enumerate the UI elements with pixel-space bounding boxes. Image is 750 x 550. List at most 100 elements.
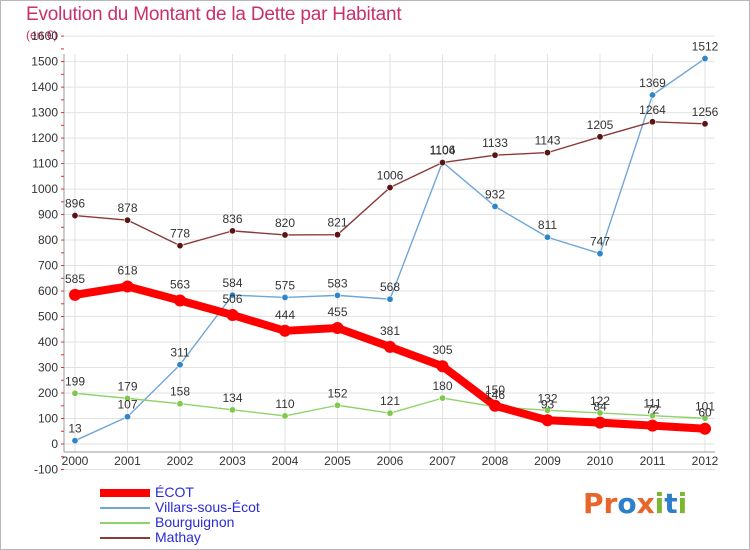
x-tick-label: 2000 bbox=[62, 454, 89, 468]
logo-letter: P bbox=[583, 487, 604, 520]
y-tick-label: 1300 bbox=[31, 106, 58, 120]
data-point-villars bbox=[71, 437, 79, 445]
logo-letter: i bbox=[654, 487, 665, 520]
data-label-mathay: 820 bbox=[275, 216, 295, 230]
y-tick-label: -100 bbox=[34, 462, 58, 476]
data-label-mathay: 1205 bbox=[587, 118, 614, 132]
data-point-ecot bbox=[384, 340, 396, 353]
x-tick-label: 2010 bbox=[587, 454, 614, 468]
data-label-bourguignon: 110 bbox=[275, 397, 294, 411]
data-label-ecot: 84 bbox=[593, 400, 607, 414]
data-point-ecot bbox=[121, 280, 134, 293]
data-point-villars bbox=[124, 413, 132, 421]
data-point-mathay bbox=[648, 118, 656, 126]
data-label-ecot: 93 bbox=[541, 397, 555, 411]
legend-item-mathay: Mathay bbox=[100, 529, 360, 545]
legend-item-villars: Villars-sous-Écot bbox=[100, 499, 360, 515]
data-label-villars: 1369 bbox=[639, 76, 666, 90]
data-label-bourguignon: 121 bbox=[380, 394, 400, 408]
data-label-ecot: 305 bbox=[432, 343, 452, 357]
data-label-bourguignon: 180 bbox=[432, 379, 452, 393]
data-label-mathay: 821 bbox=[327, 216, 347, 230]
data-point-villars bbox=[229, 291, 237, 299]
chart-title: Evolution du Montant de la Dette par Hab… bbox=[26, 4, 402, 25]
data-point-bourguignon bbox=[386, 409, 394, 417]
data-label-villars: 747 bbox=[590, 235, 610, 249]
legend-label-bourguignon: Bourguignon bbox=[155, 514, 235, 530]
logo-letter: t bbox=[664, 487, 678, 520]
y-tick-label: 400 bbox=[38, 335, 58, 349]
y-tick-label: 1600 bbox=[31, 29, 58, 43]
data-point-villars bbox=[281, 293, 289, 301]
data-label-villars: 568 bbox=[380, 280, 400, 294]
x-tick-label: 2008 bbox=[482, 454, 509, 468]
data-point-bourguignon bbox=[229, 406, 237, 414]
x-tick-label: 2011 bbox=[640, 454, 666, 468]
legend-label-mathay: Mathay bbox=[155, 529, 201, 545]
legend-swatch-mathay bbox=[100, 536, 150, 539]
data-point-ecot bbox=[69, 288, 81, 301]
data-point-villars bbox=[543, 233, 551, 241]
data-point-villars bbox=[333, 291, 341, 299]
x-tick-label: 2007 bbox=[429, 454, 456, 468]
data-point-villars bbox=[648, 91, 656, 99]
data-point-ecot bbox=[646, 419, 659, 432]
data-point-mathay bbox=[124, 216, 132, 224]
x-tick-label: 2009 bbox=[534, 454, 561, 468]
logo-letter: o bbox=[617, 487, 637, 520]
proxiti-logo: Proxiti bbox=[583, 487, 687, 520]
data-point-mathay bbox=[491, 151, 499, 159]
data-label-villars: 575 bbox=[275, 278, 295, 292]
data-label-bourguignon: 101 bbox=[695, 399, 715, 413]
data-point-mathay bbox=[701, 120, 709, 128]
data-point-bourguignon bbox=[596, 409, 604, 417]
data-label-villars: 1106 bbox=[430, 143, 456, 157]
data-label-villars: 1512 bbox=[692, 40, 719, 54]
data-label-mathay: 878 bbox=[117, 201, 137, 215]
y-tick-label: 800 bbox=[38, 233, 58, 247]
data-point-mathay bbox=[438, 159, 446, 167]
y-tick-label: 600 bbox=[38, 284, 58, 298]
data-label-mathay: 778 bbox=[170, 227, 190, 241]
data-point-ecot bbox=[279, 324, 291, 337]
data-label-ecot: 563 bbox=[170, 277, 190, 291]
data-label-villars: 932 bbox=[485, 187, 505, 201]
x-tick-label: 2003 bbox=[219, 454, 246, 468]
data-label-bourguignon: 111 bbox=[643, 397, 662, 411]
data-point-ecot bbox=[331, 322, 344, 335]
data-label-mathay: 1256 bbox=[692, 105, 719, 119]
y-tick-label: 500 bbox=[38, 310, 58, 324]
data-point-bourguignon bbox=[281, 412, 289, 420]
logo-letter: r bbox=[603, 487, 618, 520]
data-label-ecot: 585 bbox=[65, 272, 85, 286]
logo-letter: x bbox=[636, 487, 655, 520]
chart-subtitle: (en €) bbox=[26, 28, 58, 42]
legend-swatch-bourguignon bbox=[100, 521, 150, 524]
data-label-mathay: 896 bbox=[65, 197, 85, 211]
y-tick-label: 100 bbox=[38, 412, 58, 426]
legend-label-ecot: ÉCOT bbox=[155, 484, 194, 500]
data-label-ecot: 455 bbox=[327, 305, 347, 319]
y-tick-label: 700 bbox=[38, 259, 58, 273]
data-point-ecot bbox=[436, 360, 449, 373]
data-point-bourguignon bbox=[176, 400, 184, 408]
data-point-bourguignon bbox=[438, 394, 446, 402]
data-point-ecot bbox=[699, 422, 711, 435]
data-point-mathay bbox=[281, 231, 289, 239]
data-label-mathay: 1006 bbox=[377, 169, 404, 183]
data-point-villars bbox=[176, 361, 184, 369]
x-tick-label: 2005 bbox=[324, 454, 351, 468]
y-tick-label: 1200 bbox=[31, 131, 58, 145]
data-label-ecot: 150 bbox=[485, 383, 505, 397]
data-label-villars: 311 bbox=[170, 346, 189, 360]
legend-label-villars: Villars-sous-Écot bbox=[155, 499, 260, 515]
legend-item-ecot: ÉCOT bbox=[100, 484, 360, 500]
logo-letter: i bbox=[677, 487, 688, 520]
data-label-mathay: 1104 bbox=[430, 144, 456, 158]
data-point-bourguignon bbox=[543, 406, 551, 414]
data-label-villars: 811 bbox=[538, 218, 557, 232]
data-label-bourguignon: 158 bbox=[170, 385, 190, 399]
data-point-villars bbox=[596, 250, 604, 258]
data-label-ecot: 444 bbox=[275, 308, 295, 322]
data-label-bourguignon: 134 bbox=[222, 391, 242, 405]
